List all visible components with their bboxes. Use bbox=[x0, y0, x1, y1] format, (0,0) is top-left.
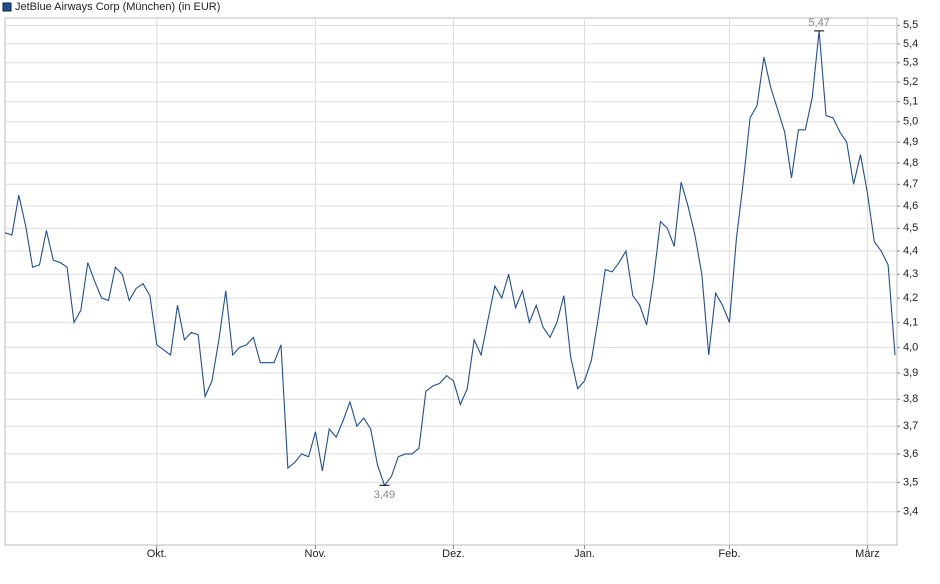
x-tick-label: Okt. bbox=[147, 548, 167, 560]
y-tick-label: 3,7 bbox=[903, 420, 918, 432]
y-tick-label: 4,6 bbox=[903, 200, 918, 212]
y-tick-label: 5,4 bbox=[903, 38, 918, 50]
x-tick-label: Jan. bbox=[574, 548, 595, 560]
y-tick-label: 4,8 bbox=[903, 157, 918, 169]
x-tick-label: Nov. bbox=[305, 548, 327, 560]
legend-label: JetBlue Airways Corp (München) (in EUR) bbox=[15, 1, 220, 13]
plot-frame bbox=[4, 17, 898, 546]
x-tick-label: Dez. bbox=[442, 548, 465, 560]
y-tick-label: 5,1 bbox=[903, 96, 918, 108]
y-tick-label: 4,3 bbox=[903, 268, 918, 280]
x-tick-label: März bbox=[855, 548, 879, 560]
y-tick-label: 3,5 bbox=[903, 476, 918, 488]
y-tick-label: 5,2 bbox=[903, 76, 918, 88]
y-tick-label: 5,0 bbox=[903, 116, 918, 128]
legend-swatch bbox=[2, 2, 12, 12]
price-line bbox=[4, 30, 896, 487]
extreme-label: 5,47 bbox=[808, 17, 829, 29]
y-tick-label: 4,9 bbox=[903, 136, 918, 148]
y-tick-label: 5,3 bbox=[903, 57, 918, 69]
y-tick-label: 4,7 bbox=[903, 178, 918, 190]
y-tick-label: 3,8 bbox=[903, 393, 918, 405]
y-tick-label: 4,5 bbox=[903, 222, 918, 234]
y-tick-label: 4,4 bbox=[903, 245, 918, 257]
extreme-label: 3,49 bbox=[374, 489, 395, 501]
y-tick-label: 5,5 bbox=[903, 19, 918, 31]
y-tick-label: 3,9 bbox=[903, 367, 918, 379]
y-tick-label: 4,2 bbox=[903, 292, 918, 304]
y-tick-label: 3,4 bbox=[903, 506, 918, 518]
x-tick-label: Feb. bbox=[718, 548, 740, 560]
y-tick-label: 3,6 bbox=[903, 448, 918, 460]
y-tick-label: 4,0 bbox=[903, 341, 918, 353]
y-tick-label: 4,1 bbox=[903, 316, 918, 328]
